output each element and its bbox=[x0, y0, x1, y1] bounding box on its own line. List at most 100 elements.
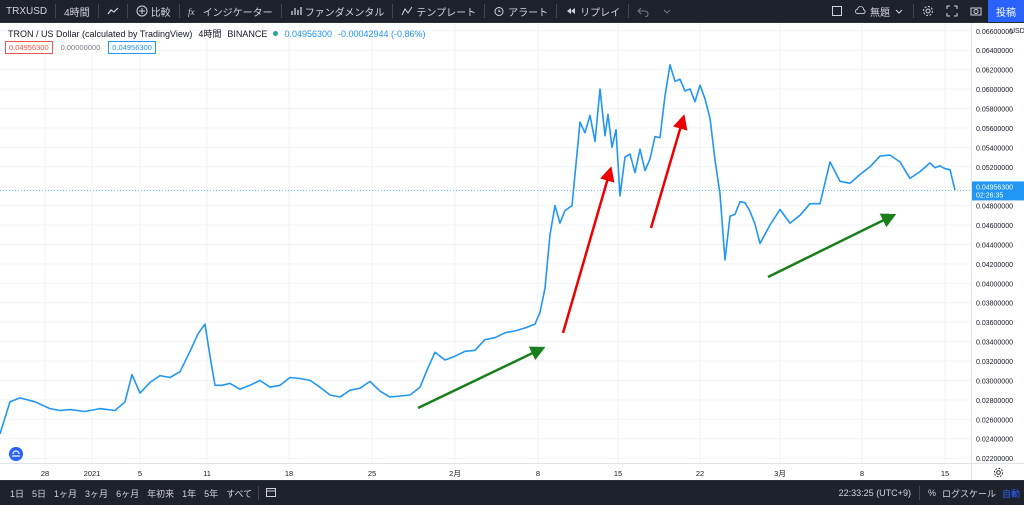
price-tick-label: 0.02200000 bbox=[976, 456, 1013, 463]
snapshot-button[interactable] bbox=[964, 0, 988, 22]
price-tick-label: 0.04400000 bbox=[976, 242, 1013, 249]
toolbar-divider bbox=[55, 4, 57, 18]
price-tick-label: 0.04000000 bbox=[976, 281, 1013, 288]
price-tick-label: 0.06400000 bbox=[976, 48, 1013, 55]
templates-button[interactable]: テンプレート bbox=[395, 0, 482, 22]
calendar-icon bbox=[266, 488, 277, 497]
time-tick-label: 18 bbox=[285, 469, 293, 478]
red-trend-arrow[interactable] bbox=[561, 166, 615, 334]
indicators-button[interactable]: fx インジケーター bbox=[182, 0, 279, 22]
fullscreen-button[interactable] bbox=[940, 0, 964, 22]
toolbar-right: 無題 投稿 bbox=[825, 0, 1024, 22]
range-button[interactable]: 5日 bbox=[32, 488, 47, 499]
timezone-clock[interactable]: 22:33:25 (UTC+9) bbox=[838, 488, 911, 498]
cloud-icon bbox=[855, 6, 866, 14]
toolbar-divider bbox=[484, 4, 486, 18]
toolbar-divider bbox=[913, 4, 914, 18]
bar-chart-icon bbox=[291, 7, 302, 15]
range-button[interactable]: 5年 bbox=[204, 488, 219, 499]
current-price-marker bbox=[972, 181, 1024, 201]
time-axis-labels: 28 2021 5 11 18 25 2月 8 15 22 3月 8 15 bbox=[41, 469, 949, 478]
cloud-save-button[interactable]: 無題 bbox=[849, 0, 911, 22]
time-tick-label: 5 bbox=[138, 469, 142, 478]
sell-price[interactable]: 0.04956300 bbox=[5, 41, 53, 54]
percent-scale-toggle[interactable]: % bbox=[927, 488, 936, 498]
price-tick-label: 0.03400000 bbox=[976, 340, 1013, 347]
range-button[interactable]: 6ヶ月 bbox=[116, 488, 140, 499]
bottom-right-controls: 22:33:25 (UTC+9) % ログスケール 自動 bbox=[839, 481, 1024, 505]
compare-button[interactable]: 比較 bbox=[130, 0, 177, 22]
time-tick-label: 25 bbox=[368, 469, 376, 478]
price-tick-label: 0.04600000 bbox=[976, 223, 1013, 230]
price-tick-label: 0.06600000 bbox=[976, 29, 1013, 36]
legend-change: -0.00042944 (-0.86%) bbox=[338, 28, 426, 39]
legend-exchange: BINANCE bbox=[227, 28, 268, 39]
buy-price[interactable]: 0.04956300 bbox=[108, 41, 156, 54]
svg-text:fx: fx bbox=[188, 7, 195, 17]
currency-label: USD bbox=[1010, 28, 1024, 35]
symbol-search[interactable]: TRXUSD bbox=[0, 0, 53, 22]
price-tick-label: 0.05400000 bbox=[976, 145, 1013, 152]
price-tick-label: 0.05200000 bbox=[976, 165, 1013, 172]
price-axis-labels: 0.06600000 0.06400000 0.06200000 0.06000000… bbox=[972, 28, 1024, 463]
symbol-title: TRON / US Dollar (calculated by TradingV… bbox=[8, 28, 193, 39]
alerts-button[interactable]: アラート bbox=[487, 0, 554, 22]
log-scale-toggle[interactable]: ログスケール bbox=[941, 488, 996, 499]
interval-label: 4時間 bbox=[64, 7, 90, 19]
line-chart-icon bbox=[107, 7, 119, 15]
range-button[interactable]: すべて bbox=[226, 488, 253, 499]
rewind-icon bbox=[567, 8, 576, 14]
fundamentals-button[interactable]: ファンダメンタル bbox=[284, 0, 391, 22]
price-axis[interactable]: 0.06600000 0.06400000 0.06200000 0.06000000… bbox=[971, 23, 1024, 463]
axis-settings-button[interactable] bbox=[971, 463, 1024, 481]
range-button[interactable]: 3ヶ月 bbox=[85, 488, 109, 499]
price-tick-label: 0.04800000 bbox=[976, 204, 1013, 211]
layout-button[interactable] bbox=[825, 0, 849, 22]
range-button[interactable]: 1日 bbox=[10, 488, 25, 499]
time-axis[interactable]: 28 2021 5 11 18 25 2月 8 15 22 3月 8 15 bbox=[0, 463, 972, 481]
bar-countdown-label: 02:26:35 bbox=[976, 192, 1003, 199]
publish-label: 投稿 bbox=[996, 7, 1016, 19]
settings-button[interactable] bbox=[916, 0, 940, 22]
range-button[interactable]: 1年 bbox=[182, 488, 197, 499]
green-trend-arrow[interactable] bbox=[417, 346, 546, 410]
toolbar-divider bbox=[258, 486, 260, 500]
tradingview-logo[interactable] bbox=[8, 447, 24, 461]
chart-style-button[interactable] bbox=[101, 0, 125, 22]
interval-selector[interactable]: 4時間 bbox=[58, 0, 96, 22]
price-tick-label: 0.02400000 bbox=[976, 437, 1013, 444]
toolbar-divider bbox=[556, 4, 558, 18]
time-tick-label: 15 bbox=[941, 469, 949, 478]
price-tick-label: 0.04200000 bbox=[976, 262, 1013, 269]
indicators-label: インジケーター bbox=[202, 7, 273, 19]
price-series-line[interactable] bbox=[0, 63, 956, 435]
time-tick-label: 8 bbox=[536, 469, 540, 478]
bottom-toolbar: 1日 5日 1ヶ月 3ヶ月 6ヶ月 年初来 1年 5年 すべて 22:33:25 (UTC+9)… bbox=[0, 480, 1024, 505]
range-button[interactable]: 1ヶ月 bbox=[54, 488, 78, 499]
time-tick-label: 11 bbox=[203, 469, 211, 478]
chart-area[interactable]: TRON / US Dollar (calculated by TradingV… bbox=[0, 23, 1024, 481]
goto-date-button[interactable] bbox=[261, 486, 281, 500]
publish-button[interactable]: 投稿 bbox=[988, 0, 1024, 22]
green-trend-arrow[interactable] bbox=[767, 213, 897, 279]
time-tick-label: 2021 bbox=[84, 469, 101, 478]
date-range-group: 1日 5日 1ヶ月 3ヶ月 6ヶ月 年初来 1年 5年 すべて bbox=[0, 487, 256, 500]
replay-label: リプレイ bbox=[580, 7, 621, 19]
buy-sell-panel: 0.04956300 0.00000000 0.04956300 bbox=[5, 41, 156, 54]
redo-dropdown[interactable] bbox=[655, 0, 679, 22]
price-tick-label: 0.03200000 bbox=[976, 359, 1013, 366]
toolbar-divider bbox=[628, 4, 630, 18]
undo-button[interactable] bbox=[631, 0, 655, 22]
price-chart[interactable] bbox=[0, 23, 972, 463]
replay-button[interactable]: リプレイ bbox=[559, 0, 626, 22]
alerts-label: アラート bbox=[508, 7, 549, 19]
price-tick-label: 0.03600000 bbox=[976, 320, 1013, 327]
time-tick-label: 22 bbox=[696, 469, 704, 478]
legend-interval: 4時間 bbox=[198, 29, 222, 39]
red-trend-arrow[interactable] bbox=[649, 114, 688, 229]
toolbar-divider bbox=[280, 4, 282, 18]
range-button[interactable]: 年初来 bbox=[147, 488, 175, 499]
fullscreen-icon bbox=[946, 5, 958, 17]
templates-label: テンプレート bbox=[416, 7, 477, 19]
auto-scale-toggle[interactable]: 自動 bbox=[1001, 488, 1020, 499]
